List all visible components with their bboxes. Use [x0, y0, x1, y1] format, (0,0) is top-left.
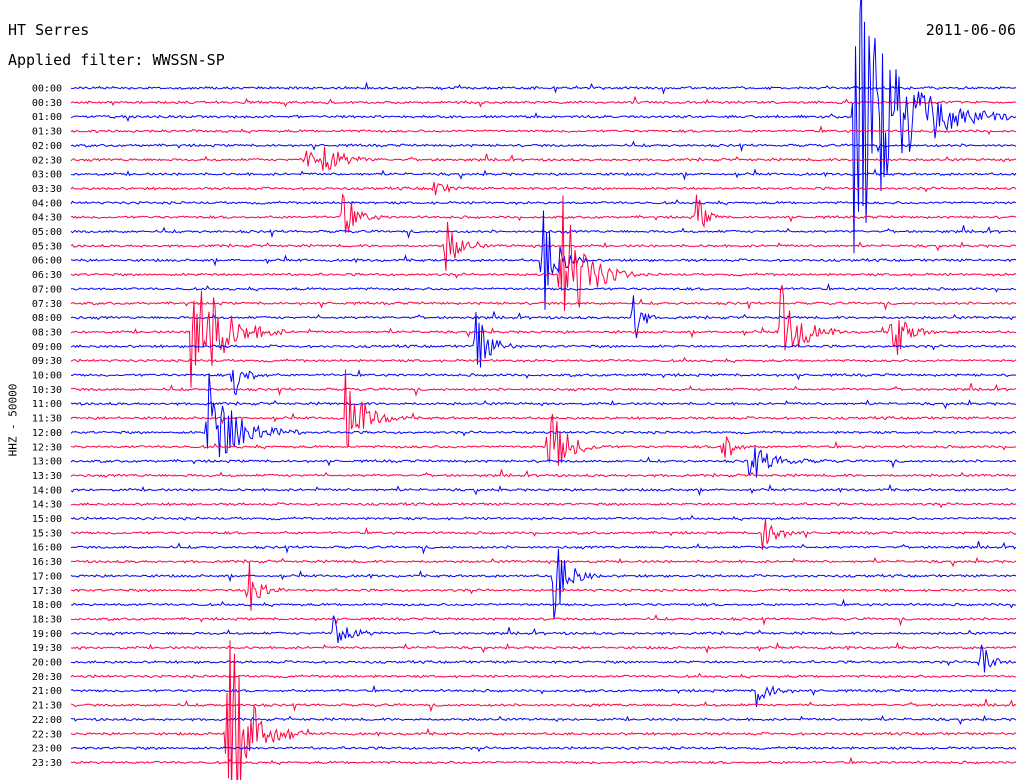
seismogram-trace: [70, 195, 1017, 311]
station-title: HT Serres: [8, 21, 90, 39]
seismogram-trace: [70, 640, 1017, 780]
time-tick-label: 05:00: [32, 227, 62, 238]
time-tick-label: 23:30: [32, 758, 62, 769]
time-tick-label: 10:00: [32, 371, 62, 382]
time-tick-label: 19:00: [32, 629, 62, 640]
seismogram-trace: [70, 295, 1017, 338]
time-tick-label: 16:30: [32, 557, 62, 568]
seismogram-trace: [70, 548, 1017, 620]
time-tick-label: 09:00: [32, 342, 62, 353]
seismogram-trace: [70, 714, 1017, 726]
time-tick-label: 02:00: [32, 141, 62, 152]
time-tick-label: 17:00: [32, 571, 62, 582]
seismogram-trace: [70, 562, 1017, 611]
seismogram-trace: [70, 756, 1017, 766]
seismogram-trace: [70, 684, 1017, 708]
time-tick-label: 05:30: [32, 241, 62, 252]
seismogram-trace: [70, 284, 1017, 388]
seismogram-trace: [70, 383, 1017, 397]
seismogram-trace: [70, 356, 1017, 364]
seismogram-trace: [70, 181, 1017, 196]
time-tick-label: 18:00: [32, 600, 62, 611]
time-tick-label: 01:30: [32, 127, 62, 138]
seismogram-trace: [70, 210, 1017, 310]
seismogram-trace: [70, 95, 1017, 108]
time-tick-label: 04:00: [32, 198, 62, 209]
seismogram-trace: [70, 644, 1017, 673]
time-tick-label: 08:00: [32, 313, 62, 324]
seismogram-trace: [71, 613, 1017, 627]
seismogram-trace: [70, 501, 1017, 509]
time-tick-label: 12:30: [32, 442, 62, 453]
time-tick-label: 08:30: [32, 327, 62, 338]
seismogram-trace: [70, 519, 1017, 550]
seismogram-trace: [70, 672, 1017, 680]
time-tick-label: 17:30: [32, 586, 62, 597]
seismogram-trace: [70, 312, 1017, 368]
time-tick-label: 21:30: [32, 701, 62, 712]
seismogram-trace: [70, 540, 1017, 555]
seismogram-trace: [70, 483, 1017, 497]
time-tick-label: 11:00: [32, 399, 62, 410]
seismogram-trace: [70, 81, 1017, 95]
seismogram-trace: [70, 446, 1017, 478]
time-tick-label: 23:00: [32, 744, 62, 755]
time-tick-label: 07:00: [32, 284, 62, 295]
time-tick-label: 03:00: [32, 170, 62, 181]
time-tick-label: 22:00: [32, 715, 62, 726]
time-tick-label: 15:00: [32, 514, 62, 525]
seismogram-trace: [70, 556, 1017, 568]
time-tick-label: 00:30: [32, 98, 62, 109]
seismogram-trace: [70, 298, 1017, 311]
seismogram-trace: [70, 514, 1017, 522]
seismogram-trace: [70, 368, 1017, 396]
time-tick-label: 01:00: [32, 112, 62, 123]
time-tick-label: 14:00: [32, 485, 62, 496]
time-tick-label: 04:30: [32, 213, 62, 224]
seismogram-trace: [70, 413, 1017, 466]
time-tick-label: 13:00: [32, 457, 62, 468]
time-tick-label: 15:30: [32, 528, 62, 539]
time-tick-label: 00:00: [32, 84, 62, 95]
time-tick-label: 14:30: [32, 500, 62, 511]
time-tick-label: 19:30: [32, 643, 62, 654]
time-tick-label: 02:30: [32, 155, 62, 166]
seismogram-trace: [70, 140, 1017, 153]
time-tick-label: 20:00: [32, 658, 62, 669]
filter-label: Applied filter: WWSSN-SP: [8, 51, 225, 69]
time-tick-label: 03:30: [32, 184, 62, 195]
time-tick-label: 21:00: [32, 686, 62, 697]
time-tick-label: 20:30: [32, 672, 62, 683]
time-tick-label: 18:30: [32, 614, 62, 625]
time-tick-label: 07:30: [32, 299, 62, 310]
time-tick-label: 10:30: [32, 385, 62, 396]
time-tick-label: 06:30: [32, 270, 62, 281]
time-tick-label: 16:00: [32, 543, 62, 554]
time-tick-label: 09:30: [32, 356, 62, 367]
seismogram-trace: [70, 199, 1017, 206]
seismogram-trace: [70, 0, 1017, 254]
time-tick-label: 22:30: [32, 729, 62, 740]
time-tick-label: 12:00: [32, 428, 62, 439]
seismogram-trace: [70, 221, 1017, 271]
seismogram-trace: [70, 598, 1016, 609]
seismogram-trace: [70, 373, 1017, 458]
seismogram-trace: [70, 125, 1017, 135]
seismogram-trace: [70, 698, 1017, 713]
seismogram-trace: [70, 399, 1017, 410]
time-tick-label: 13:30: [32, 471, 62, 482]
seismogram-trace: [70, 745, 1017, 753]
seismogram-trace: [70, 146, 1017, 171]
seismogram-trace: [70, 469, 1017, 478]
seismogram-trace: [71, 168, 1017, 181]
seismogram-trace: [70, 615, 1017, 643]
time-tick-label: 06:00: [32, 256, 62, 267]
seismogram-trace: [71, 282, 1017, 293]
time-tick-label: 11:30: [32, 414, 62, 425]
seismogram-trace: [70, 641, 1017, 655]
date-label: 2011-06-06: [925, 21, 1016, 39]
